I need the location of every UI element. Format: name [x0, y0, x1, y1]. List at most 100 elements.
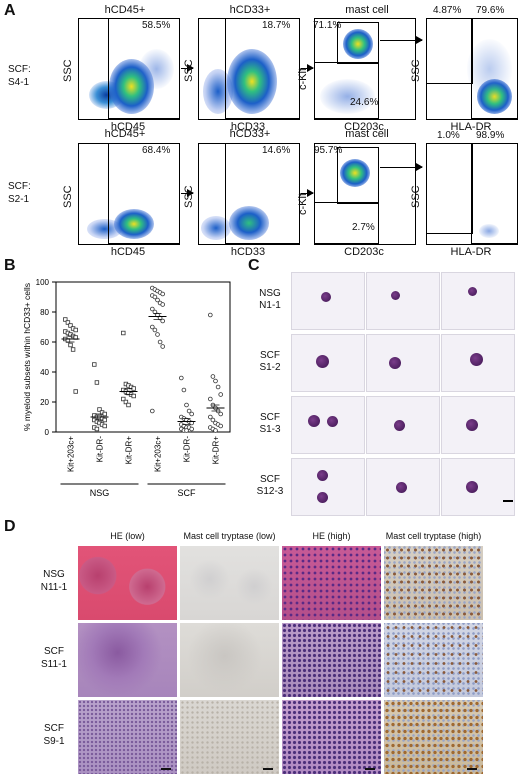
facs-r2p1-ylabel: SSC — [62, 185, 74, 208]
data-point — [121, 396, 126, 402]
histology-image — [78, 623, 177, 697]
data-point — [150, 306, 155, 312]
data-point — [213, 378, 218, 384]
cytospin-row-label-line: SCF — [260, 350, 280, 361]
facs-row2-sample-line2: S2-1 — [8, 194, 30, 205]
data-point — [184, 402, 189, 408]
x-category-label: Kit+203c+ — [154, 436, 163, 472]
cytospin-image — [441, 458, 515, 516]
facs-r1p1-title: hCD45+ — [104, 4, 146, 16]
data-point — [92, 362, 97, 367]
histology-row-label-line: SCF — [44, 723, 64, 734]
facs-r2p2-gate-pct: 14.6% — [262, 145, 291, 156]
data-point — [123, 399, 129, 405]
data-point — [218, 392, 224, 397]
facs-r1p2-xlabel: hCD33 — [230, 121, 266, 133]
panel-label-c: C — [248, 257, 260, 274]
facs-r1p1-plot — [78, 18, 180, 120]
data-point — [150, 324, 155, 330]
facs-r1p3-title: mast cell — [345, 4, 389, 16]
data-point — [218, 423, 224, 429]
facs-r2-arrow-1 — [181, 189, 194, 197]
data-point — [184, 428, 189, 433]
histology-column-header: Mast cell tryptase (low) — [183, 531, 276, 541]
facs-r1p4-gate-pct-right: 79.6% — [476, 5, 505, 16]
data-point — [68, 342, 73, 348]
histology-column-header: HE (high) — [312, 531, 351, 541]
data-point — [152, 327, 158, 333]
cytospin-image — [366, 334, 440, 392]
stained-cell — [466, 481, 478, 493]
data-point — [63, 317, 68, 322]
data-point — [181, 387, 187, 393]
facs-r1p4-gate-pct-left: 4.87% — [433, 5, 462, 16]
histology-row-label: SCF S9-1 — [34, 722, 74, 748]
data-point — [94, 380, 100, 385]
cytospin-image — [291, 396, 365, 454]
plot-frame — [55, 281, 231, 433]
cytospin-row-label-line: SCF — [260, 474, 280, 485]
data-point — [215, 384, 221, 390]
facs-r2p4-gate-pct-right: 98.9% — [476, 130, 505, 141]
histology-image — [180, 623, 279, 697]
histology-column-header: Mast cell tryptase (high) — [385, 531, 482, 541]
facs-r2-arrow-3 — [380, 163, 423, 171]
histology-image — [180, 700, 279, 774]
data-point — [152, 309, 158, 315]
cytospin-row-label-line: SCF — [260, 412, 280, 423]
cytospin-image — [291, 272, 365, 330]
x-category-label: Kit+203c+ — [67, 436, 76, 472]
histology-scale-bar — [161, 768, 171, 770]
data-point — [121, 330, 126, 336]
data-point — [68, 323, 73, 328]
data-point — [94, 426, 100, 432]
stained-cell — [466, 419, 478, 431]
facs-r2p1-plot — [78, 143, 180, 245]
histology-image — [282, 546, 381, 620]
data-point — [126, 402, 131, 408]
stained-cell — [326, 415, 338, 427]
histology-image — [282, 623, 381, 697]
facs-r1p2-title: hCD33+ — [229, 4, 271, 16]
data-point — [208, 396, 213, 402]
histology-row-label: NSG N11-1 — [34, 568, 74, 594]
facs-r2p1-title: hCD45+ — [104, 128, 146, 140]
facs-r2p4-ylabel: SSC — [410, 185, 422, 208]
histology-image — [282, 700, 381, 774]
cytospin-row-label: SCF S12-3 — [252, 474, 288, 498]
facs-r1p4-ylabel: SSC — [410, 59, 422, 82]
stained-cell — [389, 357, 401, 369]
cytospin-row-label: NSG N1-1 — [252, 288, 288, 312]
facs-r1-arrow-3 — [380, 36, 423, 44]
facs-r2p4-xlabel: HLA-DR — [450, 246, 492, 258]
y-tick-label: 100 — [36, 278, 50, 287]
histology-row-label-line: S9-1 — [43, 736, 65, 747]
facs-r2p3-title: mast cell — [345, 128, 389, 140]
cytospin-image — [441, 396, 515, 454]
data-point — [152, 294, 158, 300]
data-point — [208, 312, 213, 318]
x-category-label: Kit-DR- — [183, 436, 192, 463]
y-tick-label: 20 — [40, 398, 49, 407]
y-axis-label: % myeloid subsets within hCD33+ cells — [22, 283, 32, 431]
group-label: NSG — [90, 488, 110, 498]
histology-image — [180, 546, 279, 620]
histology-scale-bar — [365, 768, 375, 770]
stained-cell — [393, 419, 405, 431]
cytospin-row-label-line: S1-2 — [259, 362, 281, 373]
data-point — [210, 374, 216, 379]
data-point — [186, 408, 192, 414]
data-point — [73, 389, 78, 394]
cytospin-row-label-line: N1-1 — [259, 300, 281, 311]
y-tick-label: 40 — [40, 368, 49, 377]
facs-r2p2-title: hCD33+ — [229, 128, 271, 140]
data-point — [208, 414, 213, 420]
panel-label-b: B — [4, 257, 16, 274]
facs-r1p4-xlabel: HLA-DR — [450, 121, 492, 133]
facs-r2p2-ylabel: SSC — [183, 185, 195, 208]
facs-r2p3-gate-pct-bottom: 2.7% — [352, 222, 375, 233]
facs-r2p4-gate-pct-left: 1.0% — [437, 130, 460, 141]
facs-r1p3-ylabel: c-Kit — [297, 68, 309, 90]
histology-image — [78, 700, 177, 774]
facs-r1p3-gate-pct-bottom: 24.6% — [350, 97, 379, 108]
